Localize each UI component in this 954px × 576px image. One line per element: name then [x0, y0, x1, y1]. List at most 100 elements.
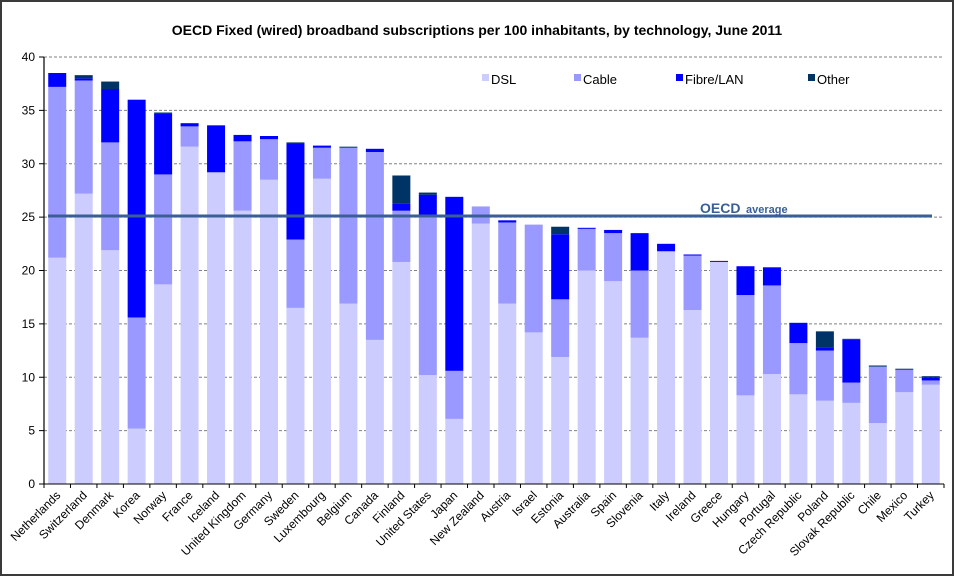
bar-segment-cable [868, 366, 887, 424]
y-tick-label: 40 [22, 50, 36, 64]
bar-segment-fibre-lan [815, 347, 834, 351]
bar-group [127, 99, 146, 484]
legend-label: Other [817, 72, 850, 87]
bar-segment-dsl [233, 210, 252, 484]
bar-segment-cable [577, 228, 596, 271]
bar-segment-dsl [736, 395, 755, 484]
bar-group [762, 267, 781, 484]
bar-group [710, 260, 728, 484]
legend-swatch [808, 74, 815, 81]
legend-item: Fibre/LAN [676, 72, 744, 87]
bars [48, 73, 940, 485]
bar-group [101, 81, 120, 484]
bar-group [48, 73, 67, 484]
bar-segment-fibre-lan [604, 229, 623, 234]
bar-segment-cable [921, 380, 940, 385]
bar-segment-fibre-lan [842, 339, 861, 383]
bar-segment-dsl [260, 179, 278, 484]
y-tick-label: 10 [22, 370, 36, 384]
bar-segment-other [815, 331, 834, 348]
bar-segment-fibre-lan [762, 267, 781, 286]
bar-segment-other [921, 376, 940, 378]
bar-segment-other [74, 75, 93, 79]
y-tick-label: 20 [22, 264, 36, 278]
bar-group [365, 148, 384, 484]
oecd-average: OECD average [48, 200, 932, 218]
bar-segment-cable [789, 343, 808, 395]
bar-segment-fibre-lan [260, 135, 278, 140]
average-label: OECD [700, 200, 740, 216]
bar-segment-fibre-lan [577, 227, 596, 229]
bar-segment-other [392, 175, 411, 204]
legend-item: DSL [482, 72, 516, 87]
bar-segment-fibre-lan [921, 377, 940, 381]
bar-segment-cable [418, 214, 437, 376]
bar-group [577, 227, 596, 484]
legend-swatch [482, 74, 489, 81]
bar-segment-dsl [789, 394, 808, 484]
y-tick-label: 0 [28, 477, 35, 491]
y-tick-label: 35 [22, 103, 36, 117]
x-tick-label: Turkey [901, 488, 937, 524]
bar-segment-fibre-lan [498, 220, 517, 223]
bar-segment-dsl [365, 339, 384, 484]
bar-segment-fibre-lan [74, 78, 93, 81]
y-tick-label: 5 [28, 424, 35, 438]
bar-segment-cable [101, 142, 120, 251]
bar-group [842, 338, 861, 484]
bar-segment-fibre-lan [789, 322, 808, 344]
bar-segment-cable [895, 369, 914, 393]
bar-group [207, 125, 226, 485]
bar-group [445, 196, 464, 484]
bar-group [418, 192, 437, 484]
bar-segment-dsl [551, 356, 570, 484]
y-tick-label: 25 [22, 210, 36, 224]
chart-title: OECD Fixed (wired) broadband subscriptio… [171, 22, 783, 38]
bar-segment-cable [392, 210, 411, 262]
bar-segment-cable [842, 382, 861, 403]
y-tick-label: 30 [22, 157, 36, 171]
bar-segment-cable [815, 350, 834, 401]
bar-segment-dsl [101, 250, 120, 484]
bar-segment-fibre-lan [154, 113, 173, 175]
bar-segment-cable [48, 86, 67, 258]
bar-group [895, 368, 914, 484]
legend-item: Cable [574, 72, 617, 87]
bar-segment-fibre-lan [736, 266, 755, 296]
bar-segment-cable [154, 174, 173, 285]
bar-segment-dsl [312, 178, 331, 484]
bar-segment-fibre-lan [551, 234, 570, 300]
bar-segment-dsl [418, 375, 437, 484]
bar-group [154, 112, 173, 484]
bar-group [312, 145, 331, 484]
bar-segment-other [154, 112, 173, 114]
x-axis-ticks: NetherlandsSwitzerlandDenmarkKoreaNorway… [8, 484, 945, 559]
bar-segment-dsl [630, 337, 649, 484]
bar-group [392, 175, 411, 484]
bar-segment-cable [445, 370, 464, 419]
bar-group [736, 266, 755, 484]
bar-group [339, 146, 358, 484]
bar-segment-other [339, 146, 358, 148]
bar-segment-other [868, 365, 887, 367]
x-tick-label: Austria [477, 488, 514, 525]
bar-segment-cable [127, 317, 146, 429]
bar-segment-fibre-lan [365, 148, 384, 153]
bar-segment-dsl [895, 392, 914, 484]
bar-segment-other [551, 226, 570, 235]
bar-group [815, 331, 834, 484]
bar-segment-other [842, 338, 861, 340]
bar-segment-dsl [392, 261, 411, 484]
bar-segment-cable [683, 255, 702, 310]
bar-group [683, 254, 702, 484]
bar-group [604, 229, 623, 484]
bar-segment-fibre-lan [445, 196, 464, 371]
bar-segment-other [101, 81, 120, 90]
bar-segment-cable [339, 147, 358, 304]
bar-segment-dsl [868, 423, 887, 484]
bar-segment-fibre-lan [630, 233, 649, 271]
bar-segment-cable [233, 141, 252, 211]
bar-segment-dsl [921, 384, 940, 484]
bar-segment-cable [286, 239, 305, 308]
